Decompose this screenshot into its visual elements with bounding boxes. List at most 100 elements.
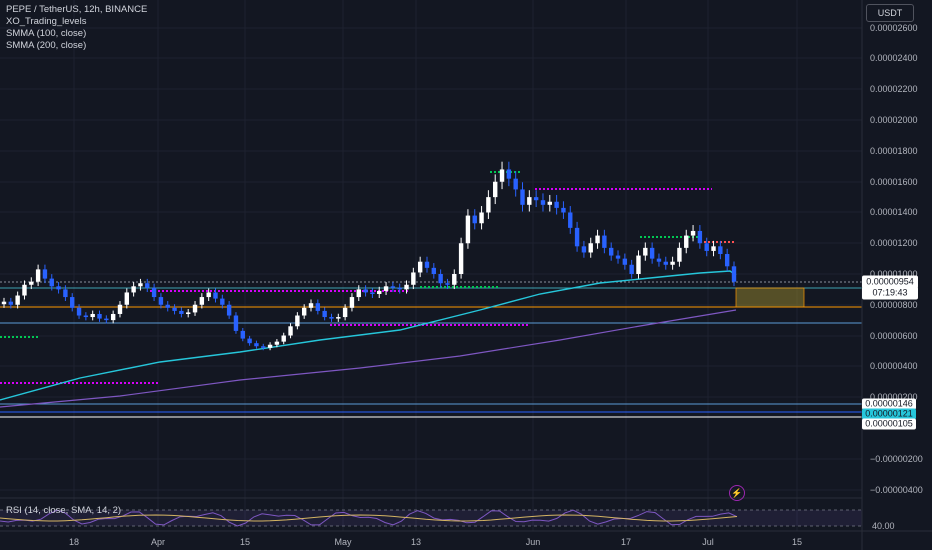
candle-body [110,313,116,321]
candle-body [499,169,505,182]
time-tick-label: Apr [150,537,166,547]
candle-body [602,235,607,248]
candle-body [83,315,89,318]
time-tick-label: 15 [791,537,803,547]
target-zone-box[interactable] [735,287,805,308]
candle-body [288,326,293,336]
candle-body [533,197,539,201]
candle-body [192,304,198,313]
candle-body [520,189,525,205]
candle-body [445,283,450,285]
candle-body [213,292,218,299]
price-tick-label: 0.00001400 [870,207,918,217]
candle-body [724,254,730,267]
candle-body [158,297,164,305]
candle-body [431,267,437,274]
price-tick-label: 0.00000600 [870,331,918,341]
candle-body [104,318,109,321]
candle-body [8,301,14,305]
candle-body [254,343,259,347]
price-tick-label: 0.00001600 [870,177,918,187]
candle-body [513,178,518,190]
candle-body [595,235,600,244]
candle-body [404,284,409,290]
candle-body [240,330,245,339]
candle-body [90,313,95,318]
candle-body [274,341,280,345]
price-tick-label: −0.00000400 [870,485,923,495]
time-tick-label: Jun [525,537,541,547]
candle-body [199,297,205,305]
rsi-legend[interactable]: RSI (14, close, SMA, 14, 2) [6,505,122,516]
level-badge-146: 0.00000146 [862,398,916,410]
candle-body [554,201,559,208]
candle-body [179,310,184,314]
candle-body [56,286,61,290]
candle-body [424,261,430,268]
candle-body [124,292,130,305]
candle-body [186,312,191,314]
countdown-badge: 07:19:43 [862,286,918,300]
candle-body [411,272,416,285]
candle-body [295,315,300,327]
smma-100-line [0,270,737,401]
candle-body [697,230,703,244]
candle-body [308,303,314,308]
candle-body [458,243,464,274]
indicator-smma-100[interactable]: SMMA (100, close) [6,28,87,39]
candle-body [226,304,232,316]
candle-body [29,281,34,285]
candle-body [267,344,273,348]
candle-body [247,338,252,344]
indicator-smma-200[interactable]: SMMA (200, close) [6,40,87,51]
level-badge-105: 0.00000105 [862,418,916,430]
candle-body [131,286,136,293]
candle-body [363,289,368,293]
price-tick-label: 0.00002200 [870,84,918,94]
candle-body [684,235,689,248]
candle-body [336,317,341,319]
candle-body [322,310,327,318]
candle-body [261,346,266,348]
time-tick-label: 13 [410,537,422,547]
candle-body [49,278,54,287]
lightning-alert-icon[interactable]: ⚡ [729,485,745,501]
price-tick-label: 0.00001800 [870,146,918,156]
chart-grid [0,0,862,531]
candle-body [540,200,546,205]
candle-body [145,283,150,288]
candle-body [76,307,82,316]
candle-body [220,298,225,305]
candle-body [397,287,402,290]
candle-body [63,289,68,298]
candle-body [663,261,668,265]
rsi-axis-label: 40.00 [872,521,895,531]
candle-body [636,255,641,274]
candle-body [479,212,484,224]
candle-body [377,290,382,294]
candle-body [370,292,375,294]
indicator-xo-trading-levels[interactable]: XO_Trading_levels [6,16,87,27]
candle-body [301,307,307,316]
symbol-title[interactable]: PEPE / TetherUS, 12h, BINANCE [6,4,148,15]
currency-badge[interactable]: USDT [866,4,914,22]
candle-body [608,247,614,256]
candle-body [438,274,443,284]
candle-body [138,283,143,287]
candle-body [206,292,211,298]
candle-body [452,274,457,285]
price-tick-label: 0.00002600 [870,23,918,33]
chart-legend: PEPE / TetherUS, 12h, BINANCE XO_Trading… [6,4,147,52]
price-tick-label: 0.00001200 [870,238,918,248]
price-tick-label: 0.00000200 [870,392,918,402]
candle-body [677,247,682,262]
candle-body [615,255,621,259]
candlestick-series [1,161,737,351]
price-tick-label: 0.00000800 [870,300,918,310]
candle-body [670,261,675,265]
candle-body [643,247,648,256]
candle-body [527,197,532,205]
candle-body [731,266,737,282]
candle-body [465,215,471,244]
